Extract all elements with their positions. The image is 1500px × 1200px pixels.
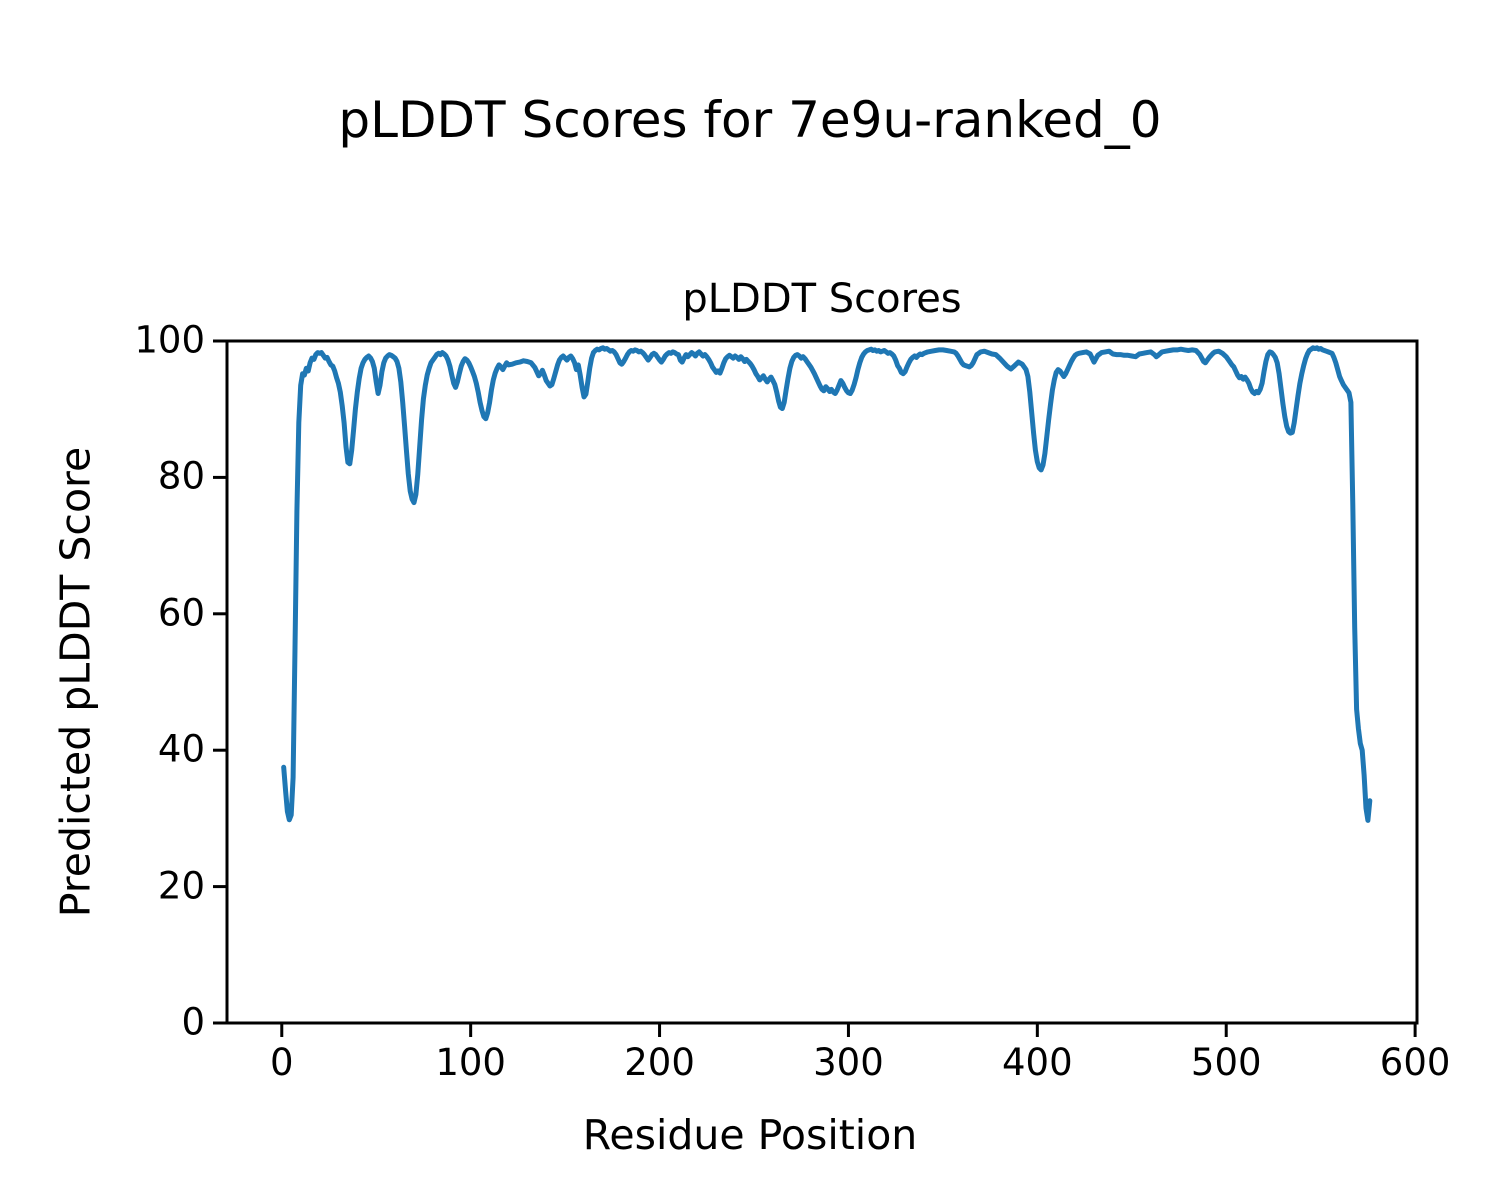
y-tick-label: 100 — [134, 318, 205, 362]
figure-title: pLDDT Scores for 7e9u-ranked_0 — [338, 91, 1162, 149]
x-tick-label: 400 — [1002, 1041, 1073, 1084]
x-tick-label: 0 — [269, 1041, 294, 1084]
y-tick-label: 20 — [157, 864, 205, 908]
x-tick-label: 100 — [435, 1041, 506, 1084]
axes-spines — [225, 339, 1419, 1025]
x-axis-label: Residue Position — [582, 1111, 918, 1159]
x-tick-label: 300 — [813, 1041, 884, 1084]
y-tick-label: 0 — [181, 1000, 205, 1044]
x-tick-label: 200 — [624, 1041, 695, 1084]
y-tick-label: 40 — [157, 727, 205, 771]
y-tick-label: 80 — [157, 455, 205, 499]
plddt-line — [281, 345, 1373, 823]
axes-title: pLDDT Scores — [682, 276, 962, 322]
y-tick-label: 60 — [157, 591, 205, 635]
x-tick-label: 600 — [1379, 1041, 1451, 1084]
x-tick-label: 500 — [1190, 1041, 1262, 1084]
